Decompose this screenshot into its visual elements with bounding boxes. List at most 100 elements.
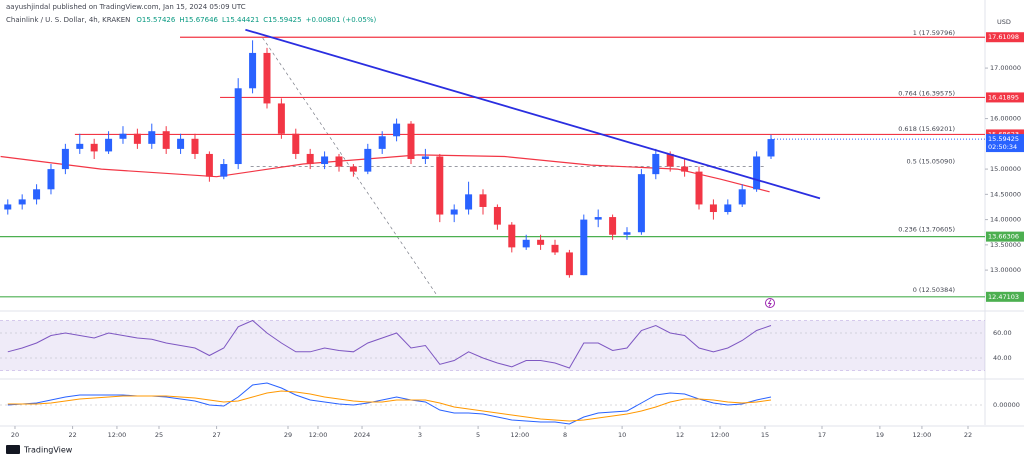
last-price-label: 15.59425: [988, 135, 1019, 143]
candle-body: [335, 156, 343, 167]
ohlc-value: L15.44421: [222, 16, 259, 24]
candle-body: [292, 133, 300, 154]
candle-body: [162, 131, 170, 149]
y-tick-label: 17.00000: [990, 64, 1021, 72]
ohlc-value: C15.59425: [263, 16, 301, 24]
price-tag: [986, 92, 1024, 103]
candle-body: [321, 156, 329, 165]
symbol: Chainlink / U. S. Dollar, 4h, KRAKEN: [6, 16, 130, 24]
candle-body: [76, 143, 84, 149]
y-tick-label: 16.00000: [990, 115, 1021, 123]
y-tick-label: 13.50000: [990, 241, 1021, 249]
candle-body: [522, 239, 530, 248]
x-tick-label: 12:00: [913, 431, 932, 439]
candle-body: [666, 153, 674, 167]
x-tick-label: 2024: [354, 431, 371, 439]
x-tick-label: 5: [476, 431, 480, 439]
candle-body: [249, 52, 257, 89]
x-tick-label: 15: [761, 431, 769, 439]
indicator-line: [7, 390, 772, 422]
countdown: 02:50:34: [988, 143, 1017, 151]
candle-body: [18, 199, 26, 205]
indicator-line: [7, 319, 772, 369]
x-tick-label: 8: [563, 431, 567, 439]
fib-label: 0.236 (13.70605): [898, 225, 955, 233]
x-tick-label: 12: [676, 431, 684, 439]
y-tick-label: 40.00: [993, 354, 1012, 362]
ohlc-value: H15.67646: [179, 16, 218, 24]
y-tick-label: 14.00000: [990, 216, 1021, 224]
candle-body: [681, 166, 689, 172]
candle-body: [508, 224, 516, 248]
candle-body: [421, 156, 429, 159]
candle-body: [623, 232, 631, 235]
x-tick-label: 17: [818, 431, 826, 439]
price-tag: [986, 291, 1024, 302]
candle-body: [306, 153, 314, 165]
y-tick-label: 60.00: [993, 329, 1012, 337]
candle-body: [407, 123, 415, 159]
fib-label: 0 (12.50384): [913, 286, 955, 294]
layout: [0, 0, 1024, 427]
fib-diagonal: [262, 37, 438, 296]
candle-body: [580, 219, 588, 276]
candle-body: [234, 88, 242, 165]
candle-body: [393, 123, 401, 137]
x-tick-label: 12:00: [108, 431, 127, 439]
candle-body: [724, 204, 732, 213]
y-tick-label: 14.50000: [990, 190, 1021, 198]
candle-body: [594, 217, 602, 220]
candle-body: [738, 189, 746, 205]
fib-label: 0.5 (15.05090): [907, 158, 956, 166]
candle-body: [695, 171, 703, 205]
candle-body: [565, 252, 573, 276]
event-icon-bolt: [767, 299, 772, 307]
last-price-tag: [986, 134, 1024, 153]
x-tick-label: 25: [155, 431, 163, 439]
y-tick-label: 0.00000: [993, 401, 1020, 409]
candle-body: [177, 138, 185, 149]
candle-body: [4, 204, 12, 210]
candle-body: [220, 164, 228, 177]
candle-body: [47, 169, 55, 190]
candle-body: [191, 138, 199, 154]
candle-body: [436, 156, 444, 215]
candle-body: [349, 166, 357, 172]
x-tick-label: 22: [964, 431, 972, 439]
y-tick-label: 15.00000: [990, 165, 1021, 173]
candle-body: [119, 133, 127, 139]
price-tag-label: 13.66306: [988, 233, 1019, 241]
x-tick-label: 3: [418, 431, 422, 439]
candle-body: [263, 52, 271, 104]
candle-body: [652, 153, 660, 175]
publisher: aayushjindal published on TradingView.co…: [6, 3, 246, 11]
candle-body: [537, 239, 545, 245]
x-tick-label: 19: [876, 431, 884, 439]
candle-body: [551, 244, 559, 253]
x-tick-label: 12:00: [711, 431, 730, 439]
candle-body: [767, 139, 775, 157]
candle-body: [90, 143, 98, 152]
candle-body: [637, 174, 645, 233]
event-icon[interactable]: [765, 298, 775, 308]
candle-body: [61, 148, 69, 170]
candle-body: [133, 133, 141, 144]
price-tag-label: 12.47103: [988, 293, 1019, 301]
price-tag-label: 16.41895: [988, 93, 1019, 101]
candle-body: [709, 204, 717, 213]
candle-body: [465, 194, 473, 210]
x-tick-label: 12:00: [309, 431, 328, 439]
candle-body: [609, 217, 617, 235]
candle-body: [33, 189, 41, 200]
price-tag: [986, 231, 1024, 242]
rsi-band: [0, 320, 985, 371]
price-tag-label: 17.61098: [988, 33, 1019, 41]
price-tag: [986, 32, 1024, 43]
x-tick-label: 10: [618, 431, 626, 439]
candle-body: [148, 131, 156, 144]
candle-body: [493, 206, 501, 225]
x-tick-label: 27: [212, 431, 220, 439]
fib-label: 1 (17.59796): [913, 29, 955, 37]
trendline: [245, 28, 821, 200]
